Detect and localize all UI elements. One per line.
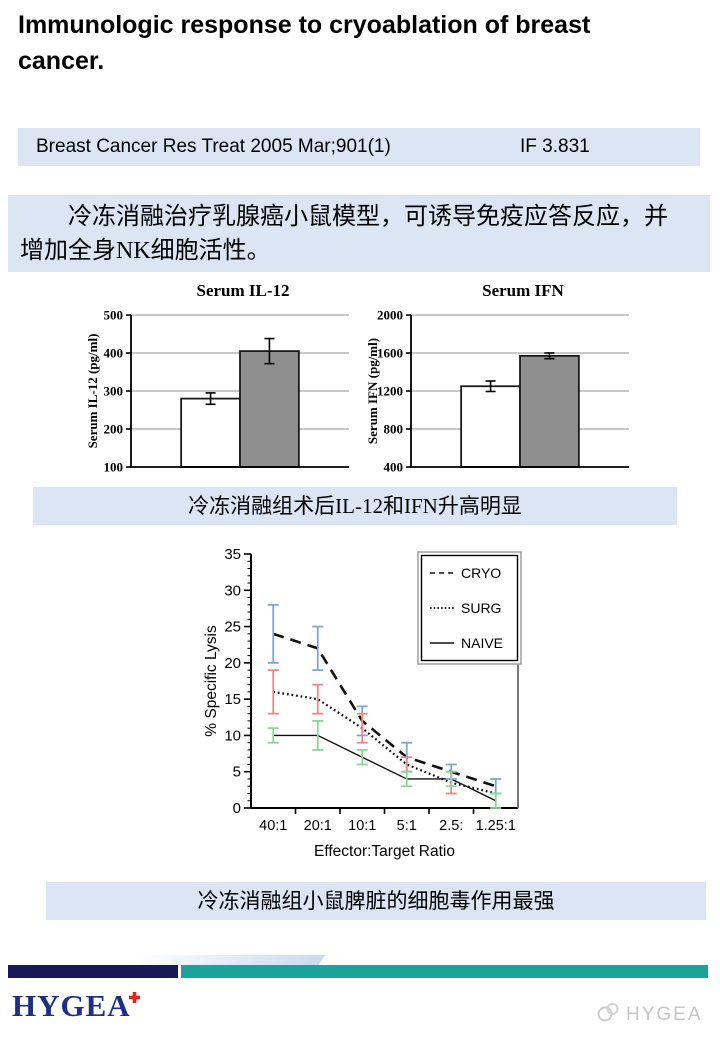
svg-text:1.25:1: 1.25:1	[476, 818, 516, 834]
svg-text:20:1: 20:1	[304, 818, 332, 834]
page-title: Immunologic response to cryoablation of …	[18, 11, 591, 75]
svg-text:1200: 1200	[377, 384, 403, 399]
svg-text:2000: 2000	[377, 308, 403, 323]
citation-reference: Breast Cancer Res Treat 2005 Mar;901(1)	[36, 136, 391, 157]
svg-text:% Specific Lysis: % Specific Lysis	[203, 625, 220, 737]
impact-factor: IF 3.831	[520, 136, 590, 157]
svg-text:10: 10	[224, 727, 241, 744]
svg-text:10:1: 10:1	[348, 818, 376, 834]
footer-gradient-accent	[128, 955, 326, 965]
chart-title-il12: Serum IL-12	[196, 281, 290, 300]
hygea-logo: HYGEA	[12, 988, 142, 1024]
svg-text:5: 5	[233, 764, 241, 781]
svg-text:Effector:Target Ratio: Effector:Target Ratio	[314, 843, 455, 860]
summary-box: 冷冻消融治疗乳腺癌小鼠模型，可诱导免疫应答反应，并 增加全身NK细胞活性。	[8, 195, 710, 272]
svg-text:25: 25	[224, 619, 241, 636]
svg-text:5:1: 5:1	[397, 818, 417, 834]
serum-il12-bar-chart: Serum IL-12 100 200 300 400 500 Serum IL-12 (…	[85, 281, 355, 490]
svg-text:2.5:: 2.5:	[439, 818, 463, 834]
caption-bar-charts: 冷冻消融组术后IL-12和IFN升高明显	[33, 487, 677, 525]
caption-line-chart: 冷冻消融组小鼠脾脏的细胞毒作用最强	[46, 882, 706, 920]
svg-text:CRYO: CRYO	[461, 565, 501, 581]
svg-text:300: 300	[104, 384, 124, 399]
chart-title-ifn: Serum IFN	[482, 281, 564, 300]
svg-text:Serum IL-12 (pg/ml): Serum IL-12 (pg/ml)	[85, 334, 100, 449]
svg-text:15: 15	[224, 691, 241, 708]
serum-ifn-bar-chart: Serum IFN 400 800 1200 1600 2000 Serum IFN (p…	[365, 281, 635, 490]
svg-text:500: 500	[104, 308, 124, 323]
serum-ifn-plot: 400 800 1200 1600 2000 Serum IFN (pg/ml)	[365, 308, 629, 475]
hygea-logo-text: HYGEA	[12, 988, 131, 1023]
serum-il12-plot: 100 200 300 400 500 Serum IL-12 (pg/ml)	[85, 308, 349, 475]
footer-teal-bar	[181, 965, 708, 978]
svg-text:30: 30	[224, 582, 241, 599]
watermark: HYGEA	[596, 1000, 703, 1030]
specific-lysis-plot: 0 5 10 15 20 25 30 35 40:1 20:1 10:1 5:1 2.5: 1.25:1 E…	[203, 546, 522, 860]
svg-text:1600: 1600	[377, 346, 403, 361]
red-cross-icon	[128, 975, 140, 1011]
specific-lysis-line-chart: 0 5 10 15 20 25 30 35 40:1 20:1 10:1 5:1 2.5: 1.25:1 E…	[203, 538, 548, 873]
svg-text:200: 200	[104, 422, 124, 437]
watermark-logo-icon	[596, 1000, 622, 1030]
svg-text:0: 0	[233, 800, 241, 817]
svg-text:400: 400	[104, 346, 124, 361]
svg-text:100: 100	[104, 460, 124, 475]
summary-line-2: 增加全身NK细胞活性。	[20, 238, 271, 264]
svg-text:NAIVE: NAIVE	[461, 635, 503, 651]
svg-text:Serum IFN (pg/ml): Serum IFN (pg/ml)	[365, 338, 380, 444]
citation-bar: Breast Cancer Res Treat 2005 Mar;901(1) …	[18, 128, 700, 166]
summary-line-1: 冷冻消融治疗乳腺癌小鼠模型，可诱导免疫应答反应，并	[68, 204, 668, 230]
svg-text:35: 35	[224, 546, 241, 563]
svg-text:40:1: 40:1	[259, 818, 287, 834]
svg-text:20: 20	[224, 655, 241, 672]
svg-text:SURG: SURG	[461, 600, 501, 616]
svg-text:400: 400	[384, 460, 404, 475]
footer-navy-bar	[8, 965, 178, 978]
svg-text:800: 800	[384, 422, 404, 437]
watermark-text: HYGEA	[626, 1004, 703, 1025]
